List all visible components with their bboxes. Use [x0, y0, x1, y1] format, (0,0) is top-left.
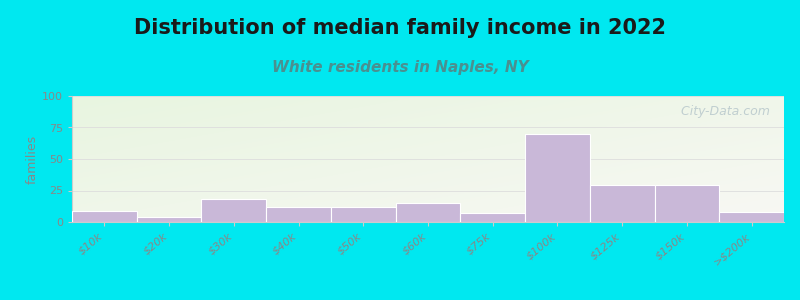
Bar: [525, 134, 590, 222]
Bar: [590, 185, 654, 222]
Bar: [719, 212, 784, 222]
Bar: [202, 199, 266, 222]
Bar: [654, 185, 719, 222]
Bar: [396, 203, 460, 222]
Bar: [460, 213, 525, 222]
Text: White residents in Naples, NY: White residents in Naples, NY: [272, 60, 528, 75]
Y-axis label: families: families: [26, 134, 39, 184]
Text: Distribution of median family income in 2022: Distribution of median family income in …: [134, 18, 666, 38]
Bar: [266, 207, 331, 222]
Bar: [137, 217, 202, 222]
Bar: [331, 207, 396, 222]
Text: City-Data.com: City-Data.com: [673, 105, 770, 118]
Bar: [72, 211, 137, 222]
